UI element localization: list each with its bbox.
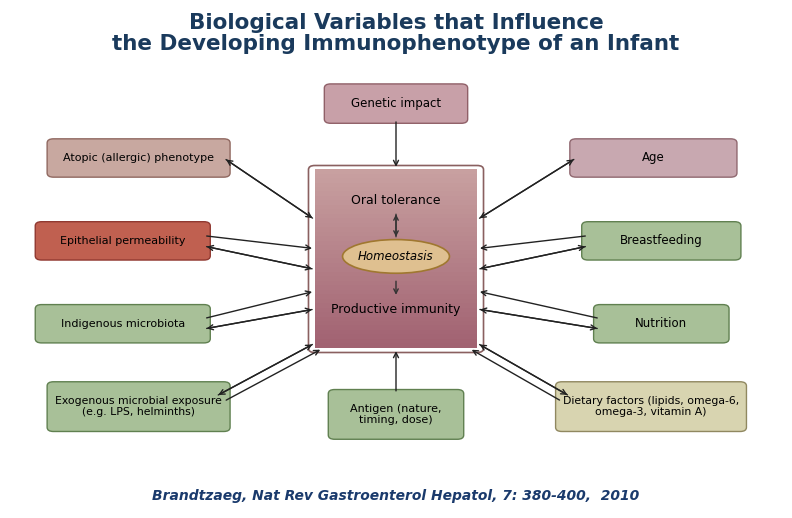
- Bar: [315, 254, 477, 259]
- FancyBboxPatch shape: [556, 382, 746, 431]
- Bar: [315, 240, 477, 246]
- Text: Indigenous microbiota: Indigenous microbiota: [61, 319, 185, 329]
- Bar: [315, 192, 477, 196]
- Text: Homeostasis: Homeostasis: [358, 250, 434, 263]
- Bar: [315, 196, 477, 201]
- Text: Antigen (nature,
timing, dose): Antigen (nature, timing, dose): [350, 404, 442, 425]
- Bar: [315, 272, 477, 277]
- FancyBboxPatch shape: [325, 84, 468, 123]
- FancyBboxPatch shape: [36, 222, 210, 260]
- FancyBboxPatch shape: [36, 305, 210, 343]
- Bar: [315, 200, 477, 206]
- Bar: [315, 227, 477, 232]
- Text: Age: Age: [642, 151, 664, 165]
- Text: Biological Variables that Influence: Biological Variables that Influence: [188, 13, 604, 33]
- Bar: [315, 299, 477, 304]
- FancyBboxPatch shape: [594, 305, 729, 343]
- Bar: [315, 209, 477, 214]
- FancyBboxPatch shape: [48, 382, 230, 431]
- Text: Oral tolerance: Oral tolerance: [351, 194, 441, 207]
- Text: Epithelial permeability: Epithelial permeability: [60, 236, 185, 246]
- Bar: [315, 232, 477, 237]
- Bar: [315, 218, 477, 223]
- Bar: [315, 285, 477, 290]
- Bar: [315, 223, 477, 228]
- Text: Productive immunity: Productive immunity: [331, 303, 461, 315]
- Text: the Developing Immunophenotype of an Infant: the Developing Immunophenotype of an Inf…: [112, 34, 680, 54]
- Bar: [315, 245, 477, 250]
- Bar: [315, 303, 477, 308]
- Bar: [315, 258, 477, 264]
- Bar: [315, 236, 477, 241]
- Bar: [315, 178, 477, 183]
- Bar: [315, 330, 477, 335]
- Bar: [315, 281, 477, 286]
- Ellipse shape: [343, 239, 450, 274]
- Bar: [315, 343, 477, 348]
- Bar: [315, 205, 477, 210]
- FancyBboxPatch shape: [581, 222, 741, 260]
- FancyBboxPatch shape: [570, 139, 737, 177]
- Bar: [315, 316, 477, 322]
- Bar: [315, 325, 477, 330]
- Bar: [315, 335, 477, 339]
- Text: Brandtzaeg, Nat Rev Gastroenterol Hepatol, 7: 380-400,  2010: Brandtzaeg, Nat Rev Gastroenterol Hepato…: [152, 490, 640, 503]
- Bar: [315, 174, 477, 179]
- Bar: [315, 263, 477, 268]
- Text: Nutrition: Nutrition: [635, 317, 687, 330]
- Text: Dietary factors (lipids, omega-6,
omega-3, vitamin A): Dietary factors (lipids, omega-6, omega-…: [563, 396, 739, 418]
- Bar: [315, 277, 477, 281]
- Bar: [315, 339, 477, 344]
- Bar: [315, 169, 477, 174]
- Bar: [315, 182, 477, 188]
- Text: Genetic impact: Genetic impact: [351, 97, 441, 110]
- Bar: [315, 250, 477, 254]
- Text: Atopic (allergic) phenotype: Atopic (allergic) phenotype: [63, 153, 214, 163]
- Bar: [315, 308, 477, 313]
- Text: Breastfeeding: Breastfeeding: [620, 234, 703, 248]
- Bar: [315, 214, 477, 219]
- Bar: [315, 294, 477, 299]
- FancyBboxPatch shape: [48, 139, 230, 177]
- Bar: [315, 290, 477, 295]
- Bar: [315, 267, 477, 272]
- Bar: [315, 321, 477, 326]
- Bar: [315, 312, 477, 317]
- Bar: [315, 187, 477, 192]
- FancyBboxPatch shape: [329, 390, 464, 439]
- Text: Exogenous microbial exposure
(e.g. LPS, helminths): Exogenous microbial exposure (e.g. LPS, …: [55, 396, 222, 418]
